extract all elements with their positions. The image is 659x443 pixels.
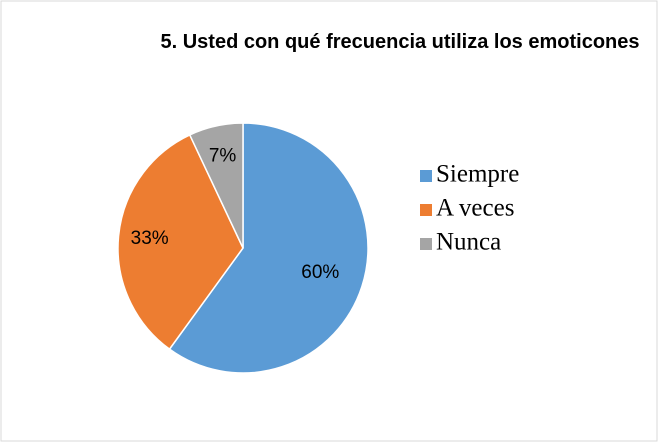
legend-swatch: [420, 170, 432, 182]
data-label: 33%: [131, 228, 169, 249]
legend-label: Siempre: [436, 161, 519, 188]
legend-label: Nunca: [436, 229, 501, 256]
data-label: 7%: [209, 146, 237, 167]
data-label: 60%: [301, 262, 339, 283]
pie-slice: [117, 133, 244, 351]
chart-title: 5. Usted con qué frecuencia utiliza los …: [160, 31, 640, 53]
legend-swatch: [420, 238, 432, 250]
pie-slice: [188, 122, 244, 249]
pie-slice: [168, 122, 369, 374]
legend-swatch: [420, 204, 432, 216]
legend-label: A veces: [436, 195, 514, 222]
